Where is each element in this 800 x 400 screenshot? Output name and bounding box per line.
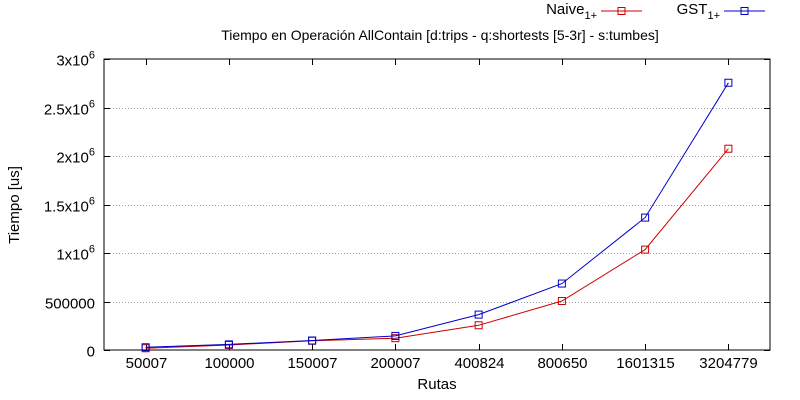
y-tick-label: 3x106 (56, 50, 95, 70)
data-point-naive (557, 297, 566, 306)
legend-series-name: Naive (546, 1, 584, 18)
y-tick-exponent: 6 (89, 196, 95, 208)
y-tick-exponent: 6 (89, 99, 95, 111)
series-group (141, 78, 733, 353)
x-tick-label: 50007 (126, 355, 168, 372)
series-line-naive (145, 148, 729, 349)
legend-series-subscript: 1+ (584, 10, 597, 22)
x-tick-label: 800650 (537, 355, 587, 372)
x-axis-ticks: 50007 100000 150007 200007 400824 800650 16013… (126, 59, 758, 372)
data-point-gst (474, 310, 483, 319)
y-tick-label: 500000 (45, 296, 95, 313)
y-axis-ticks: 0 500000 1x106 1.5x106 2x106 2.5x106 3x106 (44, 50, 770, 361)
y-tick-label: 1.5x106 (44, 196, 95, 216)
x-tick-label: 1601315 (616, 355, 674, 372)
data-point-gst (308, 336, 317, 345)
data-point-naive (641, 245, 650, 254)
data-point-gst (224, 340, 233, 349)
grid-lines (104, 108, 770, 303)
y-tick-exponent: 6 (89, 147, 95, 159)
data-point-naive (724, 144, 733, 153)
legend-marker-naive (617, 7, 626, 15)
chart-title: Tiempo en Operación AllContain [d:trips … (221, 27, 659, 43)
x-tick-label: 200007 (370, 355, 420, 372)
legend-label-naive: Naive1+ (546, 1, 597, 22)
legend-marker-gst (740, 7, 749, 15)
data-point-gst (641, 213, 650, 222)
data-point-gst (391, 331, 400, 340)
data-point-gst (141, 343, 150, 352)
legend: Naive1+ GST1+ (546, 1, 765, 22)
x-axis-label: Rutas (417, 376, 456, 393)
x-tick-label: 100000 (204, 355, 254, 372)
data-point-naive (474, 321, 483, 330)
y-axis-label: Tiempo [us] (6, 166, 23, 244)
data-point-gst (557, 279, 566, 288)
series-line-gst (145, 82, 729, 348)
y-tick-label: 2.5x106 (44, 99, 95, 119)
x-tick-label: 150007 (287, 355, 337, 372)
y-tick-exponent: 6 (89, 244, 95, 256)
legend-label-gst: GST1+ (677, 1, 720, 22)
data-point-gst (724, 78, 733, 87)
y-tick-exponent: 6 (89, 50, 95, 62)
legend-series-name: GST (677, 1, 708, 18)
legend-series-subscript: 1+ (707, 10, 720, 22)
x-tick-label: 3204779 (699, 355, 757, 372)
y-tick-label: 0 (87, 344, 95, 361)
y-tick-label: 1x106 (56, 244, 95, 264)
x-tick-label: 400824 (454, 355, 504, 372)
y-tick-label: 2x106 (56, 147, 95, 167)
plot-area-frame (103, 58, 771, 351)
